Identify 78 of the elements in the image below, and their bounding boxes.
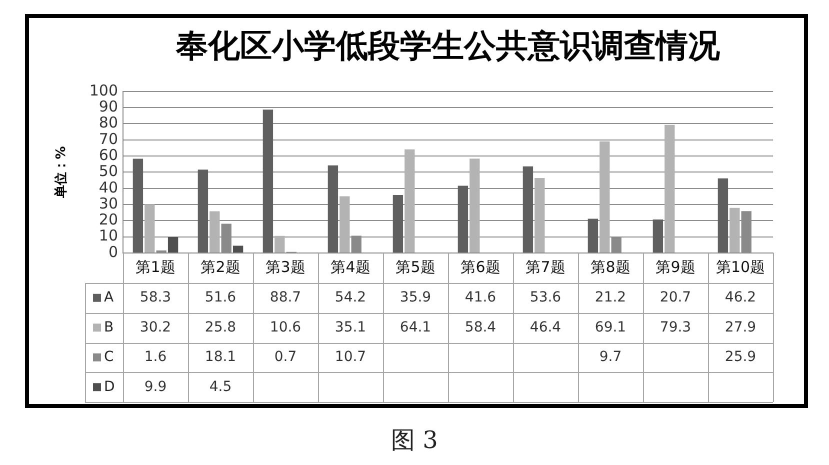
x-tick-label: 第1题 [136, 258, 176, 276]
bar [588, 218, 598, 252]
bar [198, 170, 208, 252]
data-label: 53.6 [530, 290, 562, 306]
bar [274, 236, 285, 252]
bar [232, 246, 244, 252]
bar [168, 237, 178, 252]
bar [534, 178, 545, 252]
x-tick-label: 第8题 [590, 258, 630, 276]
y-tick-label: 90 [98, 97, 118, 116]
y-tick-label: 70 [98, 130, 118, 148]
data-label: 41.6 [464, 290, 496, 306]
bar [392, 194, 404, 252]
bar [340, 196, 350, 252]
x-tick-label: 第2题 [200, 258, 240, 276]
bar [664, 124, 675, 252]
y-tick-label: 80 [98, 114, 118, 132]
data-label: 64.1 [400, 319, 432, 336]
bar [262, 110, 274, 252]
y-tick-label: 40 [98, 178, 118, 196]
y-tick-label: 60 [98, 146, 118, 164]
data-label: 46.2 [724, 290, 756, 306]
data-label: 25.8 [204, 319, 236, 336]
bar [522, 166, 534, 252]
data-label: 79.3 [660, 319, 692, 336]
bar [730, 208, 740, 252]
bar [132, 158, 144, 252]
data-label: 51.6 [204, 290, 236, 306]
data-label: 88.7 [270, 290, 302, 306]
data-label: 1.6 [144, 349, 167, 366]
chart-title: 奉化区小学低段学生公共意识调查情况 [175, 26, 721, 65]
data-label: 21.2 [594, 290, 626, 306]
data-label: 30.2 [140, 319, 172, 336]
data-label: 10.6 [270, 319, 302, 336]
data-label: 9.7 [599, 349, 622, 366]
y-axis-title: 单位：% [53, 146, 70, 200]
bar [328, 165, 338, 252]
data-label: 58.3 [140, 290, 172, 306]
legend-label: C [104, 349, 114, 366]
bar [470, 158, 480, 252]
data-label: 35.9 [400, 290, 432, 306]
data-label: 46.4 [530, 319, 562, 336]
bar [600, 141, 610, 252]
data-label: 35.1 [334, 319, 366, 336]
x-tick-label: 第9题 [656, 258, 696, 276]
x-tick-label: 第6题 [460, 258, 500, 276]
data-label: 9.9 [144, 378, 167, 395]
bar [144, 204, 155, 252]
bar [458, 186, 468, 252]
y-tick-label: 0 [108, 242, 118, 261]
y-tick-label: 30 [98, 194, 118, 212]
bar [718, 178, 728, 252]
data-label: 18.1 [204, 349, 236, 366]
data-label: 25.9 [724, 349, 756, 366]
legend-label: D [104, 378, 115, 395]
data-label: 0.7 [274, 349, 297, 366]
data-label: 4.5 [209, 378, 232, 395]
bar [652, 220, 664, 252]
legend-label: B [104, 319, 114, 336]
legend-label: A [104, 290, 114, 306]
x-tick-label: 第5题 [396, 258, 436, 276]
y-tick-label: 50 [98, 162, 118, 180]
x-tick-label: 第4题 [330, 258, 370, 276]
data-label: 69.1 [594, 319, 626, 336]
x-tick-label: 第7题 [526, 258, 566, 276]
x-tick-label: 第3题 [266, 258, 306, 276]
x-tick-label: 第10题 [716, 258, 766, 276]
data-label: 20.7 [660, 290, 692, 306]
data-label: 27.9 [724, 319, 756, 336]
y-tick-label: 20 [98, 210, 118, 229]
data-label: 54.2 [334, 290, 366, 306]
y-tick-label: 100 [89, 81, 118, 100]
data-label: 10.7 [334, 349, 366, 366]
bar [210, 211, 220, 252]
y-tick-label: 10 [98, 226, 118, 245]
caption: 图 3 [390, 425, 439, 456]
data-label: 58.4 [464, 319, 496, 336]
bar [404, 149, 415, 252]
